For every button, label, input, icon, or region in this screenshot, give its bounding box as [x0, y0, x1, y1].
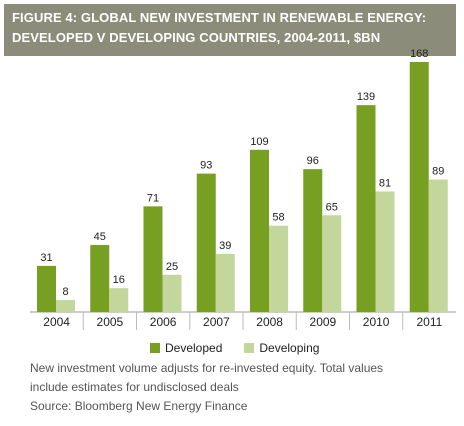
bar-developed-2010 [356, 105, 376, 313]
data-label-developing-2006: 25 [166, 261, 178, 273]
legend-swatch-developing [244, 343, 255, 353]
figure-title-line-2: DEVELOPED V DEVELOPING COUNTRIES, 2004-2… [12, 30, 381, 45]
data-label-developed-2005: 45 [94, 231, 106, 243]
note-line-2: include estimates for undisclosed deals [30, 380, 239, 394]
bar-developing-2011 [428, 179, 448, 312]
bar-developing-2009 [322, 215, 342, 312]
x-tick-label-2009: 2009 [310, 315, 337, 329]
data-label-developing-2008: 58 [272, 212, 284, 224]
data-label-developing-2007: 39 [219, 240, 231, 252]
legend-swatch-developed [150, 343, 160, 353]
data-label-developed-2007: 93 [200, 160, 212, 172]
x-tick-label-2008: 2008 [256, 315, 283, 329]
figure-header: FIGURE 4: GLOBAL NEW INVESTMENT IN RENEW… [4, 4, 456, 56]
data-label-developed-2011: 168 [410, 48, 428, 60]
data-label-developing-2004: 8 [62, 286, 68, 298]
bar-developed-2008 [250, 149, 269, 312]
bar-developing-2006 [162, 274, 182, 312]
bar-developing-2008 [269, 225, 288, 312]
legend-item-developed: Developed [150, 341, 222, 355]
chart-notes: New investment volume adjusts for re-inv… [30, 359, 450, 416]
bar-developed-2009 [303, 169, 323, 312]
data-label-developed-2009: 96 [307, 155, 319, 167]
bar-developing-2004 [56, 300, 75, 312]
legend-label-developing: Developing [259, 341, 320, 355]
data-label-developing-2005: 16 [113, 274, 125, 286]
legend-label-developed: Developed [165, 341, 223, 355]
data-label-developed-2008: 109 [250, 136, 268, 148]
data-label-developing-2011: 89 [432, 166, 444, 178]
data-label-developed-2010: 139 [357, 91, 375, 103]
x-tick-label-2006: 2006 [150, 315, 177, 329]
x-tick-label-2007: 2007 [203, 315, 230, 329]
bar-developing-2007 [215, 253, 235, 312]
chart-legend: Developed Developing [150, 340, 341, 356]
bar-developed-2005 [90, 245, 110, 312]
x-tick-label-2011: 2011 [416, 315, 442, 329]
legend-item-developing: Developing [244, 341, 319, 355]
bar-developing-2010 [375, 191, 395, 312]
bar-developed-2004 [37, 265, 56, 312]
data-label-developed-2004: 31 [40, 252, 52, 264]
x-tick-label-2010: 2010 [363, 315, 390, 329]
data-label-developed-2006: 71 [147, 192, 159, 204]
bar-developing-2005 [109, 288, 129, 312]
bar-developed-2011 [409, 62, 429, 312]
note-line-1: New investment volume adjusts for re-inv… [30, 361, 384, 375]
figure-title-line-1: FIGURE 4: GLOBAL NEW INVESTMENT IN RENEW… [12, 10, 427, 25]
bar-developed-2006 [143, 206, 163, 312]
data-label-developing-2010: 81 [379, 177, 391, 189]
data-label-developing-2009: 65 [326, 201, 338, 213]
x-tick-label-2004: 2004 [43, 315, 70, 329]
source-line: Source: Bloomberg New Energy Finance [30, 399, 248, 413]
bar-developed-2007 [196, 173, 216, 312]
x-tick-label-2005: 2005 [97, 315, 124, 329]
bar-chart: 31 8 2004 45 16 2005 71 25 2006 93 39 2007 109 58 2008… [30, 48, 456, 330]
